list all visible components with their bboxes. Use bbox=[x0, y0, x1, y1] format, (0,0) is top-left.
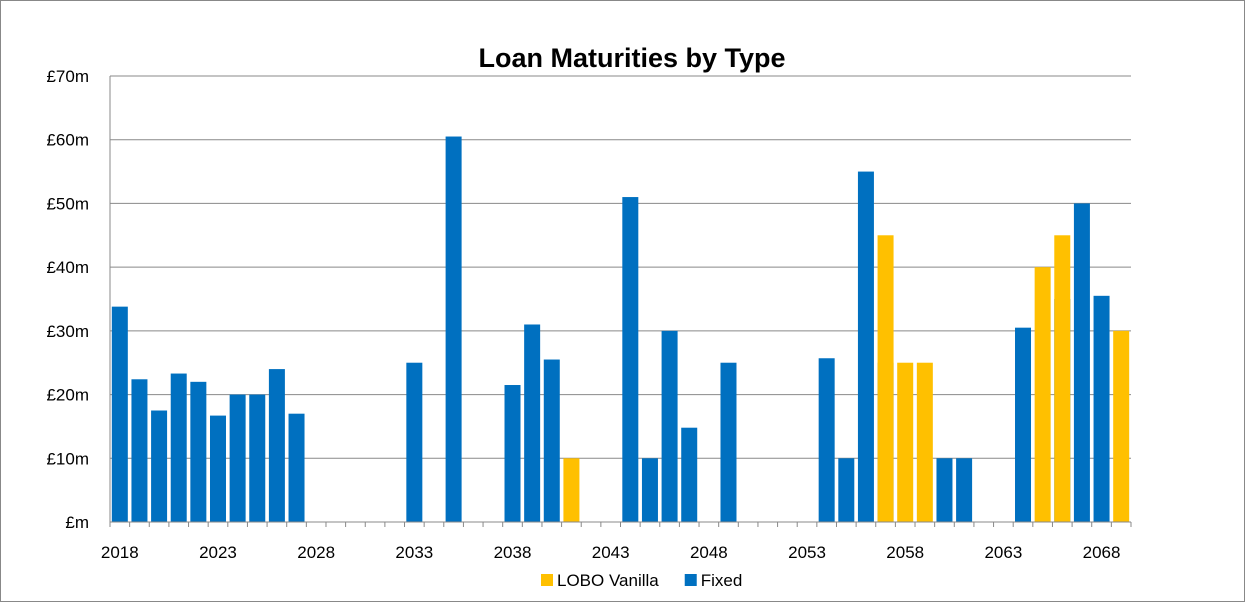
y-tick-label: £70m bbox=[46, 67, 89, 86]
bar-fixed bbox=[111, 306, 128, 522]
x-tick-label: 2068 bbox=[1083, 543, 1121, 562]
bar-fixed bbox=[131, 379, 148, 522]
axes: £m £10m £20m £30m £40m £50m £60m £70m 2018 2023 20… bbox=[46, 67, 1132, 562]
bar-fixed bbox=[170, 373, 187, 522]
bar-lobo-vanilla bbox=[563, 458, 580, 522]
x-tick-label: 2063 bbox=[984, 543, 1022, 562]
bar-fixed bbox=[151, 410, 168, 522]
bar-lobo-vanilla bbox=[897, 362, 914, 522]
bar-fixed bbox=[681, 427, 698, 522]
bar-fixed bbox=[504, 385, 521, 522]
bar-lobo-vanilla bbox=[877, 235, 894, 523]
bar-fixed bbox=[661, 330, 678, 522]
bar-fixed bbox=[288, 413, 305, 522]
bars bbox=[111, 136, 1130, 523]
bar-fixed bbox=[1093, 295, 1110, 522]
bar-fixed bbox=[268, 369, 285, 522]
x-tick-label: 2018 bbox=[101, 543, 139, 562]
x-tick-label: 2048 bbox=[690, 543, 728, 562]
x-tick-label: 2028 bbox=[297, 543, 335, 562]
legend: LOBO Vanilla Fixed bbox=[541, 571, 742, 590]
y-tick-label: £30m bbox=[46, 322, 89, 341]
bar-fixed bbox=[838, 458, 855, 522]
x-tick-label: 2023 bbox=[199, 543, 237, 562]
bar-fixed bbox=[857, 171, 874, 523]
bar-fixed bbox=[406, 362, 423, 522]
x-tick-label: 2038 bbox=[494, 543, 532, 562]
bar-fixed bbox=[936, 458, 953, 522]
chart-title: Loan Maturities by Type bbox=[478, 43, 785, 73]
y-tick-label: £10m bbox=[46, 449, 89, 468]
y-tick-label: £40m bbox=[46, 258, 89, 277]
legend-label: Fixed bbox=[701, 571, 743, 590]
y-tick-label: £50m bbox=[46, 194, 89, 213]
bar-fixed bbox=[720, 362, 737, 522]
bar-lobo-vanilla bbox=[1113, 330, 1130, 522]
bar-fixed bbox=[209, 415, 226, 522]
x-tick-label: 2053 bbox=[788, 543, 826, 562]
legend-swatch bbox=[541, 574, 553, 586]
x-tick-label: 2058 bbox=[886, 543, 924, 562]
bar-fixed bbox=[622, 197, 639, 523]
bar-fixed bbox=[641, 458, 658, 522]
bar-fixed bbox=[818, 358, 835, 522]
legend-label: LOBO Vanilla bbox=[557, 571, 659, 590]
bar-fixed bbox=[1073, 203, 1090, 522]
bar-fixed bbox=[190, 381, 207, 522]
y-tick-label: £20m bbox=[46, 386, 89, 405]
bar-fixed bbox=[543, 359, 560, 522]
x-tick-label: 2033 bbox=[395, 543, 433, 562]
bar-lobo-vanilla bbox=[1054, 235, 1071, 523]
bar-fixed bbox=[249, 394, 266, 522]
x-tick-label: 2043 bbox=[592, 543, 630, 562]
legend-swatch bbox=[684, 574, 697, 586]
y-tick-label: £60m bbox=[46, 131, 89, 150]
bar-fixed bbox=[956, 458, 973, 522]
bar-lobo-vanilla bbox=[916, 362, 933, 522]
y-tick-label: £m bbox=[65, 513, 89, 532]
bar-fixed bbox=[445, 136, 462, 522]
bar-fixed bbox=[524, 324, 541, 522]
bar-lobo-vanilla bbox=[1034, 267, 1051, 522]
bar-fixed bbox=[1015, 327, 1032, 522]
bar-fixed bbox=[229, 394, 246, 522]
